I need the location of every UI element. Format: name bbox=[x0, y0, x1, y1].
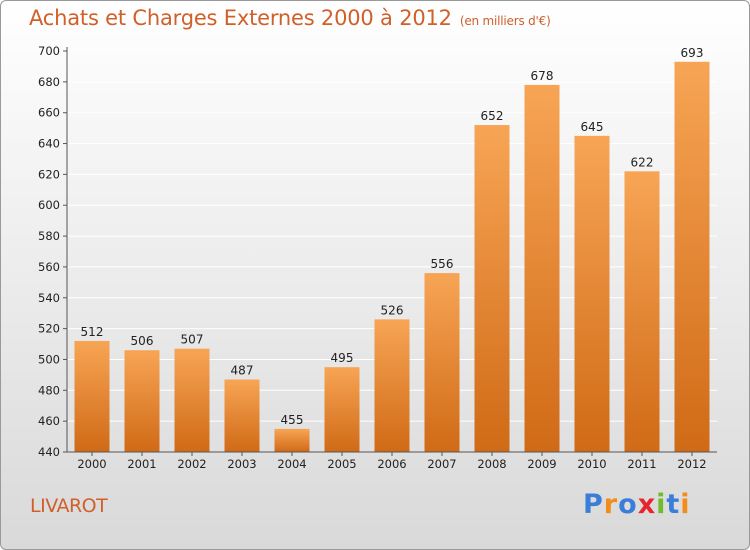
chart-title: Achats et Charges Externes 2000 à 2012 (e… bbox=[29, 6, 551, 30]
x-tick-label: 2012 bbox=[677, 457, 706, 471]
bar-2007 bbox=[424, 273, 460, 452]
logo-letter: P bbox=[583, 489, 604, 520]
value-label: 506 bbox=[131, 334, 154, 348]
value-label: 495 bbox=[331, 351, 354, 365]
y-tick-label: 560 bbox=[38, 260, 60, 274]
y-tick-label: 580 bbox=[38, 229, 60, 243]
value-label: 507 bbox=[181, 333, 204, 347]
x-tick-label: 2008 bbox=[477, 457, 506, 471]
axes: 440 460 480 500 520 540 560 580 600 620 640 660 680 7… bbox=[38, 44, 717, 471]
y-tick-label: 460 bbox=[38, 414, 60, 428]
y-tick-label: 660 bbox=[38, 106, 60, 120]
bar-2011 bbox=[624, 171, 660, 453]
y-tick-label: 700 bbox=[38, 44, 60, 58]
value-label: 512 bbox=[81, 325, 104, 339]
title-subtitle: (en milliers d'€) bbox=[459, 14, 551, 28]
value-label: 678 bbox=[531, 69, 554, 83]
bars bbox=[74, 61, 710, 453]
bar-2008 bbox=[474, 125, 510, 453]
bar-2004 bbox=[274, 428, 310, 452]
x-tick-label: 2006 bbox=[377, 457, 406, 471]
logo-letter: i bbox=[680, 489, 691, 520]
y-tick-label: 620 bbox=[38, 167, 60, 181]
value-label: 526 bbox=[381, 303, 404, 317]
x-tick-label: 2004 bbox=[277, 457, 306, 471]
bar-2006 bbox=[374, 319, 410, 452]
value-label: 556 bbox=[431, 257, 454, 271]
y-tick-label: 540 bbox=[38, 291, 60, 305]
bar-2001 bbox=[124, 350, 160, 452]
bar-2012 bbox=[674, 61, 710, 453]
value-label: 622 bbox=[631, 155, 654, 169]
bar-2003 bbox=[224, 379, 260, 452]
logo-letter: t bbox=[666, 489, 681, 520]
x-tick-label: 2000 bbox=[77, 457, 106, 471]
x-tick-label: 2007 bbox=[427, 457, 456, 471]
title-text: Achats et Charges Externes 2000 à 2012 bbox=[29, 6, 452, 30]
value-label: 455 bbox=[281, 413, 304, 427]
bar-2000 bbox=[74, 340, 110, 452]
y-tick-label: 500 bbox=[38, 352, 60, 366]
x-tick-label: 2005 bbox=[327, 457, 356, 471]
value-label: 487 bbox=[231, 364, 254, 378]
logo-letter: x bbox=[637, 489, 657, 520]
value-label: 652 bbox=[481, 109, 504, 123]
value-labels: 512 506 507 487 455 495 526 556 652 678 645 622 693 bbox=[81, 46, 704, 427]
y-tick-label: 440 bbox=[38, 445, 60, 459]
value-label: 645 bbox=[581, 120, 604, 134]
bar-2005 bbox=[324, 367, 360, 452]
proxiti-logo: Proxiti bbox=[583, 489, 691, 520]
x-tick-label: 2001 bbox=[127, 457, 156, 471]
logo-letter: r bbox=[603, 489, 619, 520]
y-tick-label: 520 bbox=[38, 322, 60, 336]
y-tick-label: 680 bbox=[38, 75, 60, 89]
x-tick-label: 2011 bbox=[627, 457, 656, 471]
logo-letter: o bbox=[618, 489, 638, 520]
x-tick-label: 2009 bbox=[527, 457, 556, 471]
x-tick-label: 2010 bbox=[577, 457, 606, 471]
y-tick-label: 600 bbox=[38, 198, 60, 212]
logo-letter: i bbox=[656, 489, 667, 520]
x-tick-label: 2002 bbox=[177, 457, 206, 471]
y-tick-label: 480 bbox=[38, 383, 60, 397]
x-tick-label: 2003 bbox=[227, 457, 256, 471]
place-name: LIVAROT bbox=[30, 495, 108, 517]
bar-2010 bbox=[574, 135, 610, 453]
bar-2002 bbox=[174, 348, 210, 452]
value-label: 693 bbox=[681, 46, 704, 60]
bar-2009 bbox=[524, 84, 560, 452]
y-tick-label: 640 bbox=[38, 137, 60, 151]
